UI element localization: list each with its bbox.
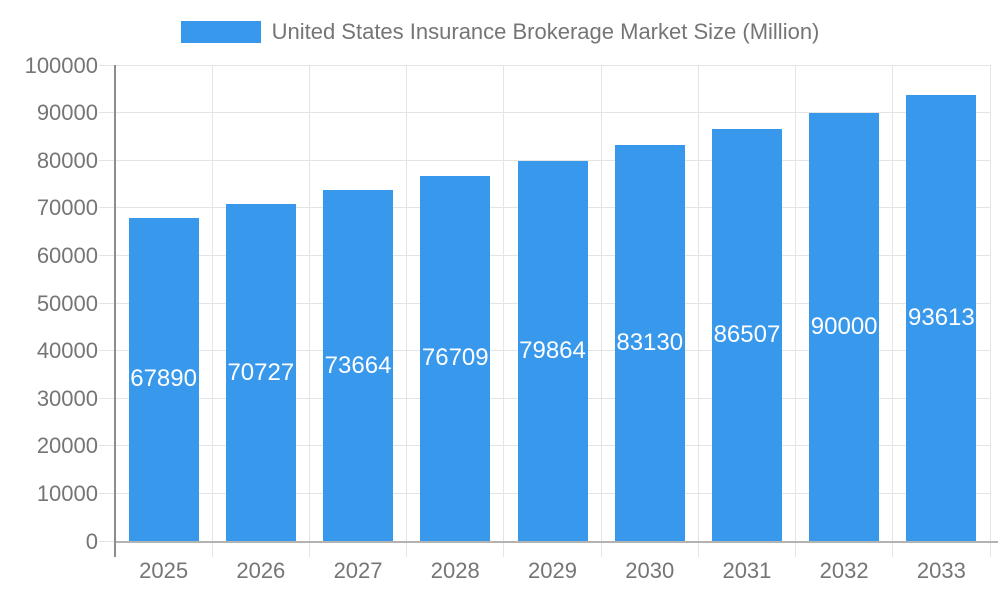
y-axis-tick (99, 64, 115, 66)
v-gridline (892, 65, 894, 557)
x-axis-tick-label: 2025 (139, 558, 189, 583)
bar-2026[interactable]: 70727 (225, 204, 296, 541)
x-axis-tick-label: 2033 (916, 558, 966, 583)
y-axis-tick (99, 445, 115, 447)
x-axis-tick-label: 2028 (430, 558, 480, 583)
y-axis-tick (99, 350, 115, 352)
y-axis-tick-label: 70000 (36, 195, 98, 221)
h-gridline (115, 64, 990, 66)
bar-2030[interactable]: 83130 (614, 145, 685, 541)
plot-area: 67890 70727 73664 76709 79864 83130 86507 90000… (99, 64, 998, 557)
y-axis-line (114, 65, 116, 557)
v-gridline (211, 65, 213, 557)
bar-2025[interactable]: 67890 (128, 217, 199, 541)
y-axis-tick-label: 40000 (36, 338, 98, 364)
bar-2033[interactable]: 93613 (906, 95, 977, 541)
y-axis-tick-label: 80000 (36, 147, 98, 173)
bar-2031[interactable]: 86507 (711, 129, 782, 541)
bar-value-label: 73664 (324, 351, 392, 379)
bar-value-label: 70727 (227, 358, 295, 386)
v-gridline (600, 65, 602, 557)
y-axis-tick-label: 60000 (36, 242, 98, 268)
bar-value-label: 76709 (421, 344, 489, 372)
x-axis-tick-label: 2030 (625, 558, 675, 583)
h-gridline (115, 112, 990, 114)
v-gridline (989, 65, 991, 557)
bar-2027[interactable]: 73664 (323, 190, 394, 541)
bar-2029[interactable]: 79864 (517, 160, 588, 541)
x-axis-tick-label: 2026 (236, 558, 286, 583)
bar-value-label: 86507 (713, 321, 781, 349)
bar-2032[interactable]: 90000 (809, 112, 880, 541)
y-axis-tick-label: 20000 (36, 433, 98, 459)
v-gridline (697, 65, 699, 557)
bar-value-label: 67890 (130, 365, 197, 393)
y-axis-tick (99, 207, 115, 209)
y-axis-tick-label: 90000 (36, 100, 98, 126)
bar-value-label: 93613 (908, 304, 975, 332)
y-axis-tick-label: 10000 (36, 480, 98, 506)
y-axis-tick-label: 0 (85, 528, 98, 554)
y-axis-tick (99, 159, 115, 161)
v-gridline (406, 65, 408, 557)
bar-2028[interactable]: 76709 (420, 175, 491, 541)
v-gridline (795, 65, 797, 557)
y-axis-tick (99, 397, 115, 399)
v-gridline (308, 65, 310, 557)
bar-value-label: 79864 (519, 336, 586, 364)
legend-color-swatch (180, 21, 261, 43)
y-axis-tick (99, 112, 115, 114)
bar-value-label: 83130 (616, 329, 684, 357)
y-axis-tick-label: 30000 (36, 385, 98, 411)
y-axis-tick (99, 540, 115, 542)
chart-legend-item[interactable]: United States Insurance Brokerage Market… (0, 20, 1000, 44)
bar-value-label: 90000 (810, 312, 878, 340)
h-gridline (115, 159, 990, 161)
x-axis-tick-label: 2029 (528, 558, 577, 583)
y-axis-tick-label: 100000 (24, 52, 98, 78)
y-axis-tick (99, 492, 115, 494)
y-axis-tick (99, 254, 115, 256)
x-axis-tick-label: 2027 (333, 558, 383, 583)
y-axis-tick (99, 302, 115, 304)
v-gridline (503, 65, 505, 557)
x-axis-tick-label: 2031 (722, 558, 772, 583)
chart-title: United States Insurance Brokerage Market… (271, 19, 820, 44)
y-axis-tick-label: 50000 (36, 290, 98, 316)
x-axis-tick-label: 2032 (819, 558, 869, 583)
x-axis-line (115, 541, 998, 543)
